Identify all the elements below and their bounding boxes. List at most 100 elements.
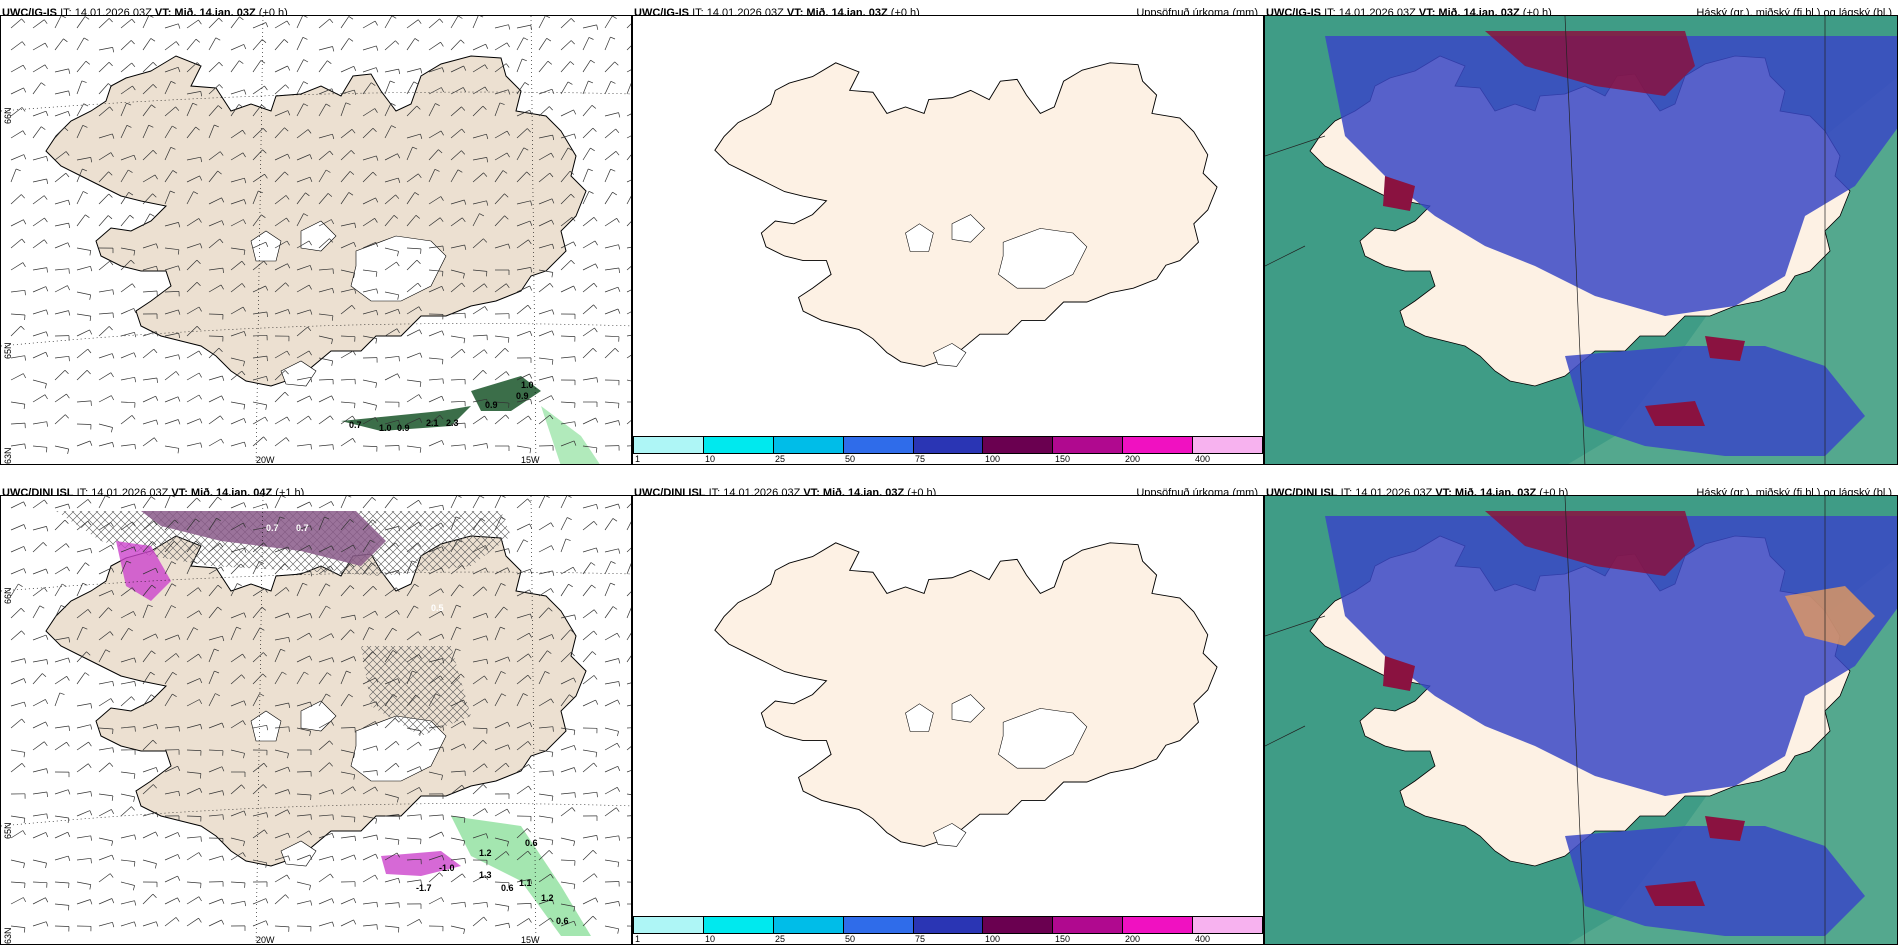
rain-value-label: -1.0 [439,863,455,873]
panel-ig-wind: UWC/IG-IS IT: 14.01.2026 03Z VT: Mið. 14… [0,0,632,465]
rain-value-label: 1.2 [541,893,554,903]
colorbar-tick: 25 [775,454,786,464]
colorbar-ticks: 1 10 25 50 75 100 150 200 400 [633,934,1263,944]
colorbar-tick: 200 [1125,454,1141,464]
axis-lat-63: 63N [3,927,13,944]
axis-lat-66: 66N [3,587,13,604]
rain-value-label: 1.1 [519,878,532,888]
axis-lon-15: 15W [521,455,540,464]
rain-value-label: 0.7 [296,523,309,533]
colorbar-segment [983,437,1054,453]
colorbar-tick: 400 [1195,934,1211,944]
low-cloud [1383,176,1415,211]
map-frame[interactable]: 66N 65N 63N 20W 15W 0.7 1.0 0.9 2.1 2.3 0.9 0.9 1.0 [0,15,632,465]
mid-cloud [1325,516,1897,796]
colorbar-tick: 1 [635,934,641,944]
colorbar-segment [634,437,704,453]
colorbar-tick: 150 [1055,934,1071,944]
low-cloud [1383,656,1415,691]
precip-map [633,16,1263,464]
rain-value-label: 0.6 [556,916,569,926]
low-cloud [1645,881,1705,906]
map-frame[interactable] [1264,15,1898,465]
low-cloud [1645,401,1705,426]
axis-lon-20: 20W [256,935,275,944]
colorbar-segment [773,437,844,453]
mixed-cloud [1785,586,1875,646]
panel-dini-precip: UWC/DINI ISL IT: 14.01.2026 03Z VT: Mið.… [632,480,1264,945]
colorbar-segment [913,917,984,933]
rain-value-label: 0.9 [397,423,410,433]
colorbar-tick: 100 [985,454,1001,464]
colorbar-tick: 10 [705,934,716,944]
map-frame[interactable]: 66N 65N 63N 20W 15W -1.0 -1.7 1.2 1.3 0.6 1.1 1.2 0.… [0,495,632,945]
colorbar-segment [773,917,844,933]
colorbar-segment [703,917,774,933]
rain-value-label: 1.2 [479,848,492,858]
colorbar-tick: 400 [1195,454,1211,464]
low-cloud [1485,31,1695,96]
colorbar-tick: 1 [635,454,641,464]
colorbar-segment [634,917,704,933]
colorbar-segment [1193,437,1263,453]
colorbar-tick: 50 [845,454,856,464]
colorbar [633,916,1263,934]
snow-area [116,541,171,601]
axis-lon-20: 20W [256,455,275,464]
mid-cloud [1565,346,1865,456]
low-cloud [1705,816,1745,841]
axis-lat-65: 65N [3,822,13,839]
colorbar-tick: 75 [915,454,926,464]
colorbar-segment [1053,437,1124,453]
mid-cloud [1325,36,1897,316]
rain-value-label: 1.0 [521,380,534,390]
low-cloud [1705,336,1745,361]
mid-cloud [1565,826,1865,936]
rain-value-label: 0.6 [501,883,514,893]
rain-value-label: 1.3 [479,870,492,880]
colorbar-tick: 75 [915,934,926,944]
colorbar-tick: 25 [775,934,786,944]
colorbar-tick: 100 [985,934,1001,944]
rain-value-label: 0.9 [516,391,529,401]
colorbar-segment [843,437,914,453]
colorbar-segment [1123,437,1194,453]
colorbar-tick: 150 [1055,454,1071,464]
colorbar-ticks: 1 10 25 50 75 100 150 200 400 [633,454,1263,464]
colorbar-tick: 50 [845,934,856,944]
map-frame[interactable]: 1 10 25 50 75 100 150 200 400 [632,495,1264,945]
axis-lat-63: 63N [3,447,13,464]
rain-value-label: 0.5 [431,603,444,613]
axis-lat-65: 65N [3,342,13,359]
cloud-map [1265,496,1897,944]
map-frame[interactable]: 1 10 25 50 75 100 150 200 400 [632,15,1264,465]
colorbar-tick: 10 [705,454,716,464]
axis-lat-66: 66N [3,107,13,124]
panel-ig-precip: UWC/IG-IS IT: 14.01.2026 03Z VT: Mið. 14… [632,0,1264,465]
colorbar-segment [913,437,984,453]
colorbar-segment [983,917,1054,933]
axis-lon-15: 15W [521,935,540,944]
panel-ig-clouds: UWC/IG-IS IT: 14.01.2026 03Z VT: Mið. 14… [1264,0,1898,465]
panel-dini-clouds: UWC/DINI ISL IT: 14.01.2026 03Z VT: Mið.… [1264,480,1898,945]
cloud-hatch [361,646,471,736]
colorbar-segment [1053,917,1124,933]
map-frame[interactable] [1264,495,1898,945]
colorbar-segment [1193,917,1263,933]
rain-area [471,376,541,411]
rain-value-label: 0.7 [349,420,362,430]
low-cloud [1485,511,1695,576]
rain-area [451,816,591,936]
rain-value-label: 1.0 [379,423,392,433]
snow-band [141,511,386,566]
rain-area [341,406,471,431]
rain-value-label: 2.1 [426,418,439,428]
colorbar-segment [703,437,774,453]
colorbar [633,436,1263,454]
rain-value-label: 2.3 [446,418,459,428]
precip-map [633,496,1263,944]
rain-value-label: -1.7 [416,883,432,893]
cloud-map [1265,16,1897,464]
wind-map: 66N 65N 63N 20W 15W -1.0 -1.7 1.2 1.3 0.6 1.1 1.2 0.… [1,496,631,944]
